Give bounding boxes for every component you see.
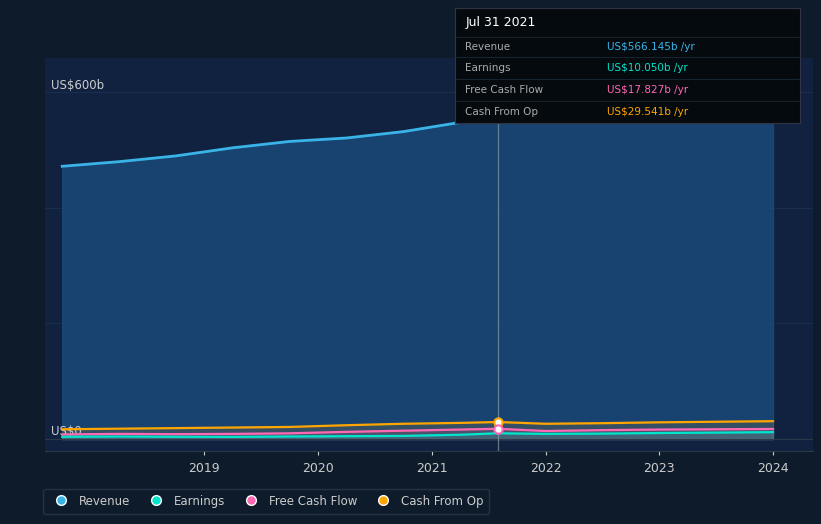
Text: US$17.827b /yr: US$17.827b /yr (607, 85, 688, 95)
Text: Cash From Op: Cash From Op (466, 107, 539, 117)
Text: Earnings: Earnings (466, 63, 511, 73)
Text: Revenue: Revenue (466, 42, 511, 52)
Text: Past: Past (467, 92, 492, 105)
Text: US$600b: US$600b (51, 79, 104, 92)
Text: US$0: US$0 (51, 425, 81, 438)
Text: US$566.145b /yr: US$566.145b /yr (607, 42, 695, 52)
Text: US$10.050b /yr: US$10.050b /yr (607, 63, 687, 73)
Legend: Revenue, Earnings, Free Cash Flow, Cash From Op: Revenue, Earnings, Free Cash Flow, Cash … (44, 489, 489, 514)
Text: Free Cash Flow: Free Cash Flow (466, 85, 544, 95)
Text: US$29.541b /yr: US$29.541b /yr (607, 107, 688, 117)
Text: Analysts Forecasts: Analysts Forecasts (503, 92, 613, 105)
Text: Jul 31 2021: Jul 31 2021 (466, 16, 536, 29)
